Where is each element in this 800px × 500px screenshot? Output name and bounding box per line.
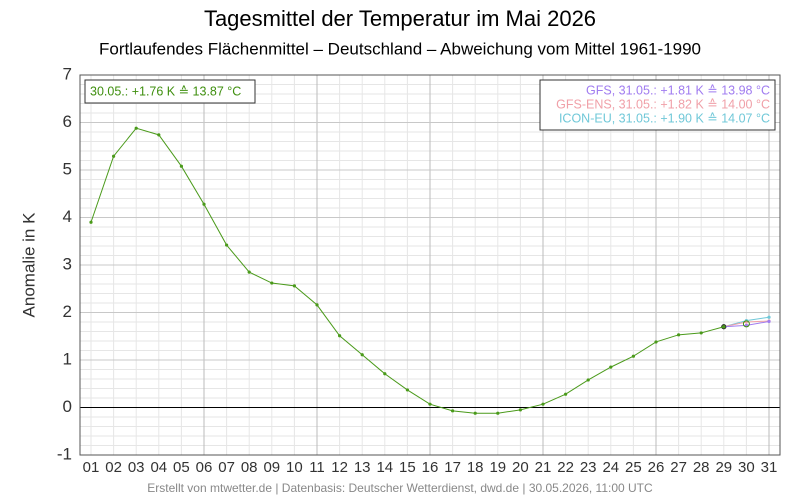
x-tick-label: 25: [625, 459, 642, 476]
chart-title: Tagesmittel der Temperatur im Mai 2026: [204, 6, 596, 31]
data-point: [89, 220, 93, 224]
y-axis-label: Anomalie in K: [19, 212, 38, 318]
legend-label: GFS, 31.05.: +1.81 K ≙ 13.98 °C: [586, 83, 770, 97]
data-point: [518, 408, 523, 412]
x-tick-label: 23: [580, 459, 597, 476]
data-point: [360, 353, 364, 357]
data-point: [338, 334, 342, 338]
y-tick-label: 6: [63, 112, 72, 131]
data-point: [157, 133, 161, 137]
data-point: [564, 392, 568, 396]
y-tick-label: 0: [63, 397, 72, 416]
data-point: [383, 372, 387, 376]
y-tick-label: 4: [63, 207, 72, 226]
x-tick-label: 22: [557, 459, 574, 476]
data-point: [292, 284, 296, 288]
data-point: [225, 243, 229, 247]
data-point: [609, 365, 613, 369]
data-point: [631, 354, 636, 358]
x-tick-label: 15: [399, 459, 416, 476]
x-tick-label: 18: [467, 459, 484, 476]
x-tick-label: 13: [354, 459, 371, 476]
current-box: [84, 79, 256, 104]
x-tick-label: 04: [150, 459, 167, 476]
legend-box: [539, 79, 776, 131]
x-tick-label: 02: [105, 459, 122, 476]
plot-frame: [79, 74, 781, 456]
data-point: [767, 319, 771, 324]
y-tick-label: 1: [63, 349, 72, 368]
data-point: [677, 333, 681, 337]
y-tick-label: 5: [63, 159, 72, 178]
x-tick-label: 01: [83, 459, 100, 476]
x-tick-label: 28: [693, 459, 710, 476]
x-tick-label: 05: [173, 459, 190, 476]
data-point: [134, 126, 138, 130]
x-tick-label: 19: [489, 459, 506, 476]
legend-label: GFS-ENS, 31.05.: +1.82 K ≙ 14.00 °C: [556, 97, 770, 111]
data-point: [586, 378, 590, 382]
data-point: [202, 202, 206, 206]
x-tick-label: 16: [422, 459, 439, 476]
x-tick-label: 27: [670, 459, 687, 476]
x-tick-label: 08: [241, 459, 258, 476]
data-point: [315, 303, 319, 307]
x-tick-label: 07: [218, 459, 235, 476]
x-tick-label: 12: [331, 459, 348, 476]
x-tick-label: 17: [444, 459, 461, 476]
x-tick-label: 26: [648, 459, 665, 476]
x-tick-label: 30: [738, 459, 755, 476]
x-tick-label: 20: [512, 459, 529, 476]
x-tick-label: 09: [263, 459, 280, 476]
legend-label: ICON-EU, 31.05.: +1.90 K ≙ 14.07 °C: [559, 111, 770, 125]
x-tick-label: 24: [602, 459, 619, 476]
data-point: [654, 340, 658, 344]
data-point: [722, 325, 726, 329]
data-point: [270, 281, 274, 285]
data-point: [744, 323, 749, 327]
x-tick-label: 11: [309, 459, 325, 476]
x-tick-label: 31: [761, 459, 778, 476]
footer: Erstellt von mtwetter.de | Datenbasis: D…: [147, 481, 653, 495]
data-point: [428, 402, 432, 406]
y-tick-label: -1: [57, 444, 72, 463]
current-point: [742, 320, 750, 328]
data-point: [405, 388, 409, 392]
data-point: [247, 270, 251, 274]
y-tick-label: 3: [63, 254, 72, 273]
x-tick-label: 21: [535, 459, 552, 476]
y-tick-label: 2: [63, 302, 72, 321]
data-point: [451, 409, 455, 413]
y-tick-label: 7: [63, 64, 72, 83]
x-tick-label: 03: [128, 459, 145, 476]
x-tick-label: 06: [196, 459, 213, 476]
x-tick-label: 14: [376, 459, 393, 476]
data-point: [473, 411, 477, 415]
x-tick-label: 10: [286, 459, 303, 476]
chart-subtitle: Fortlaufendes Flächenmittel – Deutschlan…: [99, 39, 701, 58]
data-point: [496, 411, 500, 415]
data-point: [541, 402, 545, 406]
data-point: [767, 315, 771, 319]
x-tick-label: 29: [715, 459, 732, 476]
data-point: [699, 331, 703, 335]
current-label: 30.05.: +1.76 K ≙ 13.87 °C: [90, 84, 241, 98]
data-point: [179, 164, 183, 168]
data-point: [112, 154, 116, 158]
